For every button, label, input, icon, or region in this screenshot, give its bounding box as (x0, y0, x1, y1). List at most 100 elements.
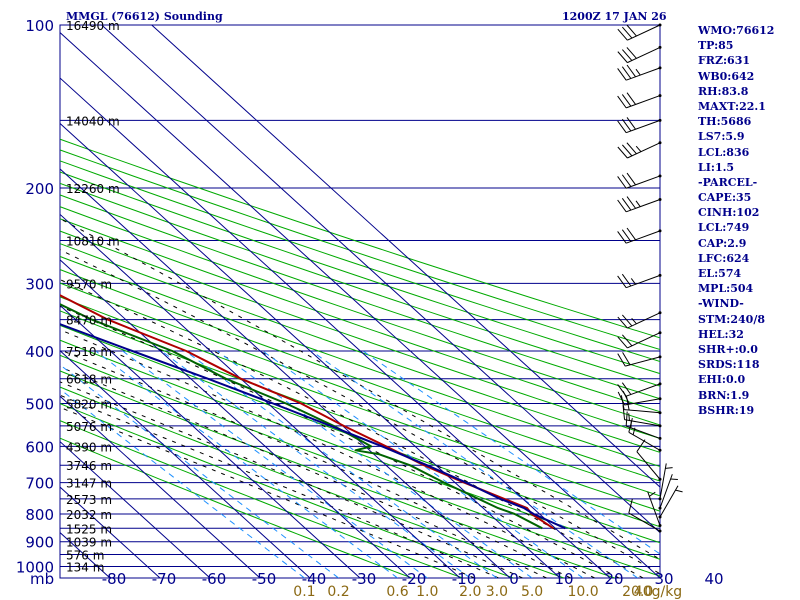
dry-adiabat-250 (60, 437, 412, 578)
height-label: 5076 m (66, 420, 112, 434)
height-label: 7510 m (66, 345, 112, 359)
dry-adiabat-350 (60, 282, 660, 497)
mixing-ratio-line-0.6 (95, 350, 398, 578)
pressure-tick-label: 600 (25, 438, 54, 456)
temperature-tick-label: -10 (452, 570, 477, 588)
height-label: 8470 m (66, 314, 112, 328)
pressure-tick-label: 900 (25, 534, 54, 552)
dry-adiabat-410 (60, 206, 660, 413)
height-label: 9570 m (66, 277, 112, 291)
mixing-ratio-label: 3.0 (486, 584, 508, 600)
dry-adiabat-460 (60, 149, 660, 351)
wind-barb (625, 411, 662, 440)
dry-adiabats (60, 138, 660, 578)
isotherm-0 (60, 168, 511, 578)
wind-barb (617, 352, 662, 367)
height-label: 2573 m (66, 493, 112, 507)
wind-barb (617, 311, 662, 329)
mixing-ratio-label: 10.0 (567, 584, 598, 600)
sounding-index: LFC:624 (698, 251, 750, 265)
pressure-tick-label: 500 (25, 396, 54, 414)
wind-barbs (617, 23, 683, 533)
height-label: 576 m (66, 548, 104, 562)
mixing-ratio-line-0.1 (60, 388, 305, 578)
pressure-tick-label: 300 (25, 275, 54, 293)
pressure-tick-label: 400 (25, 343, 54, 361)
height-label: 3147 m (66, 477, 112, 491)
mixing-ratio-line-10 (262, 350, 584, 578)
pressure-tick-label: 700 (25, 475, 54, 493)
sounding-index: LCL:836 (698, 145, 750, 159)
dry-adiabat-450 (60, 160, 660, 362)
height-label: 12260 m (66, 182, 120, 196)
mixing-ratio-line-1 (122, 350, 428, 578)
sounding-index: EHI:0.0 (698, 373, 746, 387)
wind-barb (617, 196, 662, 213)
pressure-temperature-grid (59, 24, 661, 579)
sounding-index: TP:85 (698, 39, 734, 53)
temperature-tick-label: 30 (654, 570, 673, 588)
chart-datetime: 1200Z 17 JAN 26 (562, 10, 667, 23)
temperature-tick-label: -60 (202, 570, 227, 588)
height-label: 134 m (66, 561, 104, 575)
temperature-tick-label: -50 (252, 570, 277, 588)
height-label: 4390 m (66, 440, 112, 454)
dry-adiabat-370 (60, 255, 660, 468)
dry-adiabat-290 (60, 370, 615, 578)
wind-barb (617, 141, 662, 159)
wind-barb (617, 92, 662, 109)
sounding-index: MAXT:22.1 (698, 99, 766, 113)
wind-barb (617, 390, 662, 406)
isotherm--90 (60, 577, 61, 578)
dry-adiabat-310 (60, 339, 660, 560)
sounding-index: SHR+:0.0 (698, 342, 758, 356)
wind-barb (636, 439, 662, 481)
dry-adiabat-360 (60, 269, 660, 482)
sounding-index: WB0:642 (698, 69, 755, 83)
sounding-profiles (60, 294, 566, 530)
parcel-profile-line (60, 323, 566, 530)
height-label: 16490 m (66, 19, 120, 33)
sounding-index: CINH:102 (698, 206, 760, 220)
height-label: 5820 m (66, 398, 112, 412)
sounding-index: CAPE:35 (698, 191, 752, 205)
unit-label-mb: mb (30, 570, 54, 588)
mixing-ratio-lines (60, 350, 660, 578)
wind-barb (617, 23, 662, 41)
sounding-index: HEL:32 (698, 327, 744, 341)
sounding-index: -PARCEL- (698, 175, 758, 189)
moist-adiabat-5 (60, 366, 547, 578)
wind-barb (658, 463, 673, 501)
dry-adiabat-400 (60, 218, 660, 426)
height-label: 14040 m (66, 114, 120, 128)
mixing-ratio-label: 2.0 (459, 584, 481, 600)
temperature-tick-label: 40 (704, 570, 723, 588)
wind-barb (617, 117, 662, 134)
sounding-index: LS7:5.9 (698, 130, 745, 144)
isotherm-20 (60, 77, 611, 578)
moist-adiabat--5 (60, 394, 499, 578)
mixing-ratio-line-40 (362, 350, 660, 555)
dry-adiabat-340 (60, 296, 660, 512)
dry-adiabat-440 (60, 171, 660, 375)
height-label: 1039 m (66, 536, 112, 550)
mixing-ratio-label: 40g/kg (634, 584, 682, 600)
wind-barb (617, 45, 662, 64)
mixing-ratio-line-20 (311, 350, 638, 578)
isotherms (0, 25, 660, 578)
pressure-tick-label: 800 (25, 506, 54, 524)
isotherm--50 (60, 395, 261, 578)
isotherm--100 (0, 25, 10, 578)
isotherm--40 (60, 350, 311, 578)
wind-barb (617, 331, 662, 349)
dry-adiabat-300 (60, 354, 660, 577)
sounding-index: BRN:1.9 (698, 388, 750, 402)
isotherm--60 (60, 440, 211, 578)
dry-adiabat-260 (60, 420, 463, 578)
dry-adiabat-270 (60, 403, 514, 578)
isotherm--30 (60, 304, 361, 578)
chart-title: MMGL (76612) Sounding (66, 10, 223, 23)
wind-barb (617, 382, 662, 397)
height-label: 1525 m (66, 522, 112, 536)
